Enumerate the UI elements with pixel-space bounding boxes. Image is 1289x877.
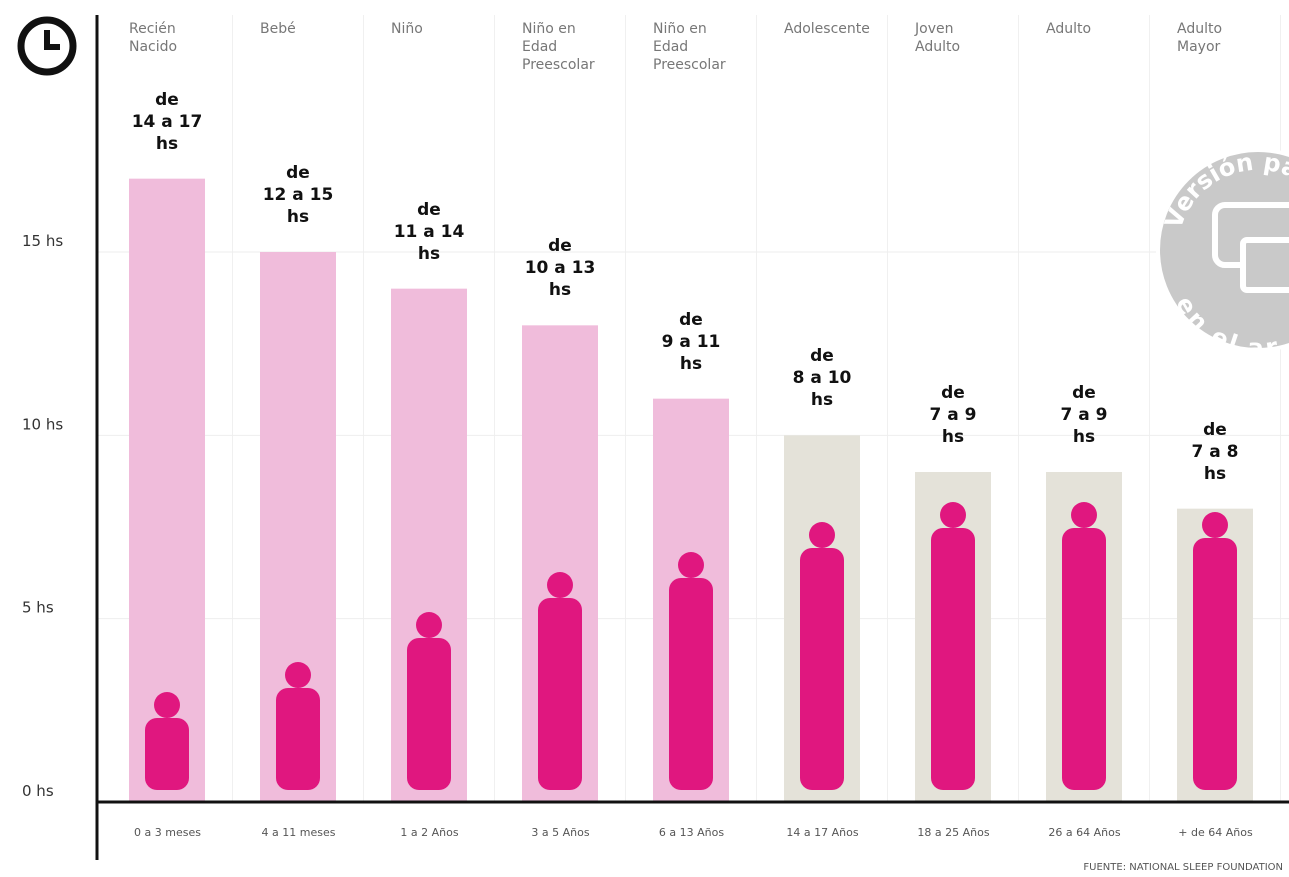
y-tick-label: 0 hs xyxy=(22,782,54,800)
figure-body xyxy=(1193,538,1237,790)
age-range: + de 64 Años xyxy=(1178,826,1253,839)
value-label: de 7 a 9 hs xyxy=(929,383,977,447)
figure-body xyxy=(538,598,582,790)
figure-head xyxy=(154,692,180,718)
category-label: Adulto xyxy=(1046,21,1092,37)
figure-head xyxy=(547,572,573,598)
y-tick-label: 15 hs xyxy=(22,232,63,250)
figure-body xyxy=(669,578,713,790)
category-label: Niño en Edad Preescolar xyxy=(522,21,595,73)
figure-head xyxy=(1202,512,1228,538)
value-label: de 14 a 17 hs xyxy=(131,89,203,154)
age-range: 3 a 5 Años xyxy=(531,826,590,839)
figure-body xyxy=(800,548,844,790)
age-range: 4 a 11 meses xyxy=(261,826,336,839)
value-label: de 9 a 11 hs xyxy=(661,309,721,374)
figure-body xyxy=(276,688,320,790)
value-label: de 7 a 9 hs xyxy=(1060,383,1108,447)
source: FUENTE: NATIONAL SLEEP FOUNDATION xyxy=(1083,862,1283,873)
figure-head xyxy=(678,552,704,578)
figure-head xyxy=(1071,502,1097,528)
category-label: Adolescente xyxy=(784,21,870,37)
category-label: Recién Nacido xyxy=(129,21,178,55)
category-label: Joven Adulto xyxy=(915,21,961,55)
figure-body xyxy=(931,528,975,790)
figure-body xyxy=(145,718,189,790)
category-label: Niño en Edad Preescolar xyxy=(653,21,726,73)
clock-hands xyxy=(44,30,60,50)
value-label: de 10 a 13 hs xyxy=(524,236,596,301)
age-range: 26 a 64 Años xyxy=(1048,826,1121,839)
age-range: 14 a 17 Años xyxy=(786,826,859,839)
y-tick-label: 10 hs xyxy=(22,415,63,433)
printer-paper xyxy=(1240,237,1289,293)
category-label: Bebé xyxy=(260,21,296,37)
print-badge: Versión paraen el ar xyxy=(1156,148,1289,362)
badge-circle xyxy=(1156,148,1289,352)
value-label: de 7 a 8 hs xyxy=(1191,419,1239,484)
figure-head xyxy=(416,612,442,638)
category-label: Adulto Mayor xyxy=(1177,21,1223,55)
figure-body xyxy=(407,638,451,790)
value-label: de 8 a 10 hs xyxy=(792,346,852,411)
clock-icon xyxy=(17,16,77,76)
age-range: 0 a 3 meses xyxy=(134,826,201,839)
value-label: de 11 a 14 hs xyxy=(393,199,465,264)
figure-head xyxy=(940,502,966,528)
age-range: 1 a 2 Años xyxy=(400,826,459,839)
figure-head xyxy=(809,522,835,548)
figure-head xyxy=(285,662,311,688)
y-tick-label: 5 hs xyxy=(22,599,54,617)
category-label: Niño xyxy=(391,21,423,37)
age-range: 18 a 25 Años xyxy=(917,826,990,839)
figure-body xyxy=(1062,528,1106,790)
value-label: de 12 a 15 hs xyxy=(262,163,334,227)
age-range: 6 a 13 Años xyxy=(658,826,725,839)
